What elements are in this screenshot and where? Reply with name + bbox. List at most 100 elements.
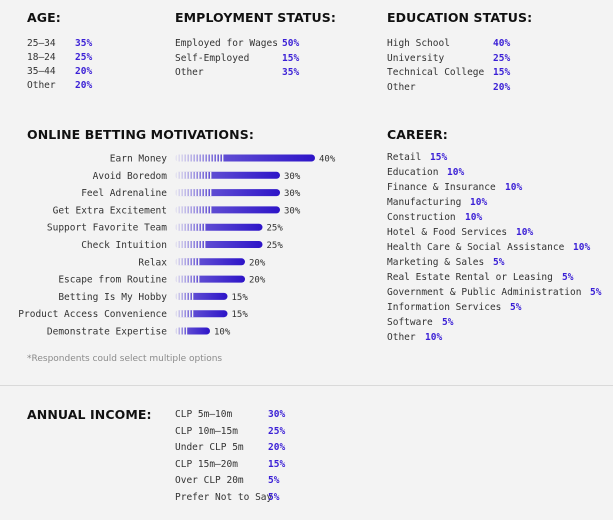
income-row-value: 25% <box>268 425 286 437</box>
motivation-bar-stripes <box>175 327 188 335</box>
motivation-bar-stripes <box>175 258 200 266</box>
age-row-label: Other <box>27 80 56 91</box>
career-row-label: Software <box>387 317 433 328</box>
motivation-bar-stripes <box>175 241 206 248</box>
age-row-value: 20% <box>75 80 93 91</box>
section-divider <box>0 385 613 386</box>
bar-value-label: 20% <box>249 276 266 286</box>
career-row-label: Hotel & Food Services <box>387 227 508 238</box>
career-row-value: 10% <box>447 167 465 178</box>
bar-category-label: Betting Is My Hobby <box>58 292 167 303</box>
income-row-label: CLP 5m–10m <box>175 409 233 420</box>
age-title: AGE: <box>27 10 61 25</box>
bar-category-label: Product Access Convenience <box>18 309 167 320</box>
motivations-note: *Respondents could select multiple optio… <box>27 354 223 364</box>
motivations-title: ONLINE BETTING MOTIVATIONS: <box>27 127 254 142</box>
career-row-value: 10% <box>425 332 443 343</box>
motivation-bar-stripes <box>175 310 194 318</box>
education-row-label: High School <box>387 38 450 49</box>
career-row-label: Retail <box>387 152 422 163</box>
motivation-bar-stripes <box>175 206 212 214</box>
education-row-label: University <box>387 52 445 64</box>
career-row-value: 10% <box>573 242 591 253</box>
career-row-label: Marketing & Sales <box>387 257 485 268</box>
education-row-value: 20% <box>493 81 511 93</box>
motivation-bar-stripes <box>175 154 224 162</box>
employment-row-value: 50% <box>282 38 300 49</box>
motivation-bar-stripes <box>175 189 212 197</box>
bar-value-label: 20% <box>249 258 266 268</box>
career-row-label: Education <box>387 167 439 178</box>
employment-row-label: Employed for Wages <box>175 38 278 49</box>
bar-value-label: 25% <box>267 224 284 234</box>
motivation-bar-stripes <box>175 223 206 231</box>
income-row-value: 30% <box>268 409 286 420</box>
career-row-label: Other <box>387 332 416 343</box>
bar-value-label: 40% <box>319 155 336 165</box>
age-row-label: 18–24 <box>27 52 56 63</box>
education-row-value: 40% <box>493 38 511 49</box>
bar-category-label: Check Intuition <box>81 240 167 251</box>
income-row-label: CLP 10m–15m <box>175 425 238 437</box>
career-row-label: Construction <box>387 212 456 223</box>
bar-category-label: Earn Money <box>110 154 167 165</box>
income-row-value: 15% <box>268 458 286 470</box>
income-title: ANNUAL INCOME: <box>27 407 152 422</box>
bar-category-label: Get Extra Excitement <box>53 205 167 216</box>
income-row-label: Prefer Not to Say <box>175 492 273 503</box>
bar-value-label: 15% <box>232 310 249 320</box>
income-row-value: 5% <box>268 492 280 503</box>
career-title: CAREER: <box>387 127 448 142</box>
career-row-value: 10% <box>505 182 523 193</box>
motivation-bar-stripes <box>175 292 194 300</box>
bar-category-label: Support Favorite Team <box>47 223 167 234</box>
bar-value-label: 30% <box>284 172 301 182</box>
career-row-label: Government & Public Administration <box>387 287 582 298</box>
career-row-value: 10% <box>465 212 483 223</box>
bar-category-label: Demonstrate Expertise <box>47 327 167 338</box>
motivation-bar-stripes <box>175 171 212 179</box>
career-row-value: 10% <box>516 227 534 238</box>
bar-category-label: Relax <box>138 257 167 268</box>
bar-value-label: 30% <box>284 189 301 199</box>
career-row-label: Health Care & Social Assistance <box>387 242 565 253</box>
age-row-value: 25% <box>75 52 93 63</box>
career-row-value: 10% <box>470 197 488 208</box>
education-row-value: 25% <box>493 52 511 64</box>
bar-value-label: 25% <box>267 241 284 251</box>
education-row-label: Other <box>387 81 416 93</box>
career-row-value: 5% <box>562 272 574 283</box>
bar-value-label: 15% <box>232 293 249 303</box>
career-row-label: Real Estate Rental or Leasing <box>387 272 553 283</box>
income-row-label: CLP 15m–20m <box>175 458 238 470</box>
education-row-label: Technical College <box>387 67 485 78</box>
career-row-value: 5% <box>493 257 505 268</box>
age-row-value: 20% <box>75 66 93 77</box>
career-row-label: Manufacturing <box>387 197 462 208</box>
employment-row-value: 15% <box>282 52 300 64</box>
career-row-label: Finance & Insurance <box>387 182 496 193</box>
age-row-value: 35% <box>75 38 93 49</box>
income-row-value: 5% <box>268 475 280 487</box>
age-row-label: 35–44 <box>27 66 56 77</box>
bar-category-label: Avoid Boredom <box>93 171 168 182</box>
career-row-value: 15% <box>430 152 448 163</box>
employment-title: EMPLOYMENT STATUS: <box>175 10 336 25</box>
career-row-value: 5% <box>442 317 454 328</box>
income-row-value: 20% <box>268 442 286 454</box>
age-row-label: 25–34 <box>27 38 56 49</box>
education-title: EDUCATION STATUS: <box>387 10 533 25</box>
income-row-label: Over CLP 20m <box>175 475 244 487</box>
income-row-label: Under CLP 5m <box>175 442 244 454</box>
education-row-value: 15% <box>493 67 511 78</box>
bar-value-label: 30% <box>284 206 301 216</box>
employment-row-label: Other <box>175 67 204 78</box>
employment-row-label: Self-Employed <box>175 52 250 64</box>
career-row-value: 5% <box>510 302 522 313</box>
motivations-bar-chart: Earn Money 40% Avoid Boredom 30% Feel Adrena… <box>18 154 336 338</box>
career-row-value: 5% <box>590 287 602 298</box>
motivation-bar-stripes <box>175 275 200 283</box>
bar-category-label: Escape from Routine <box>58 275 167 286</box>
career-row-label: Information Services <box>387 302 502 313</box>
bar-category-label: Feel Adrenaline <box>81 188 167 199</box>
